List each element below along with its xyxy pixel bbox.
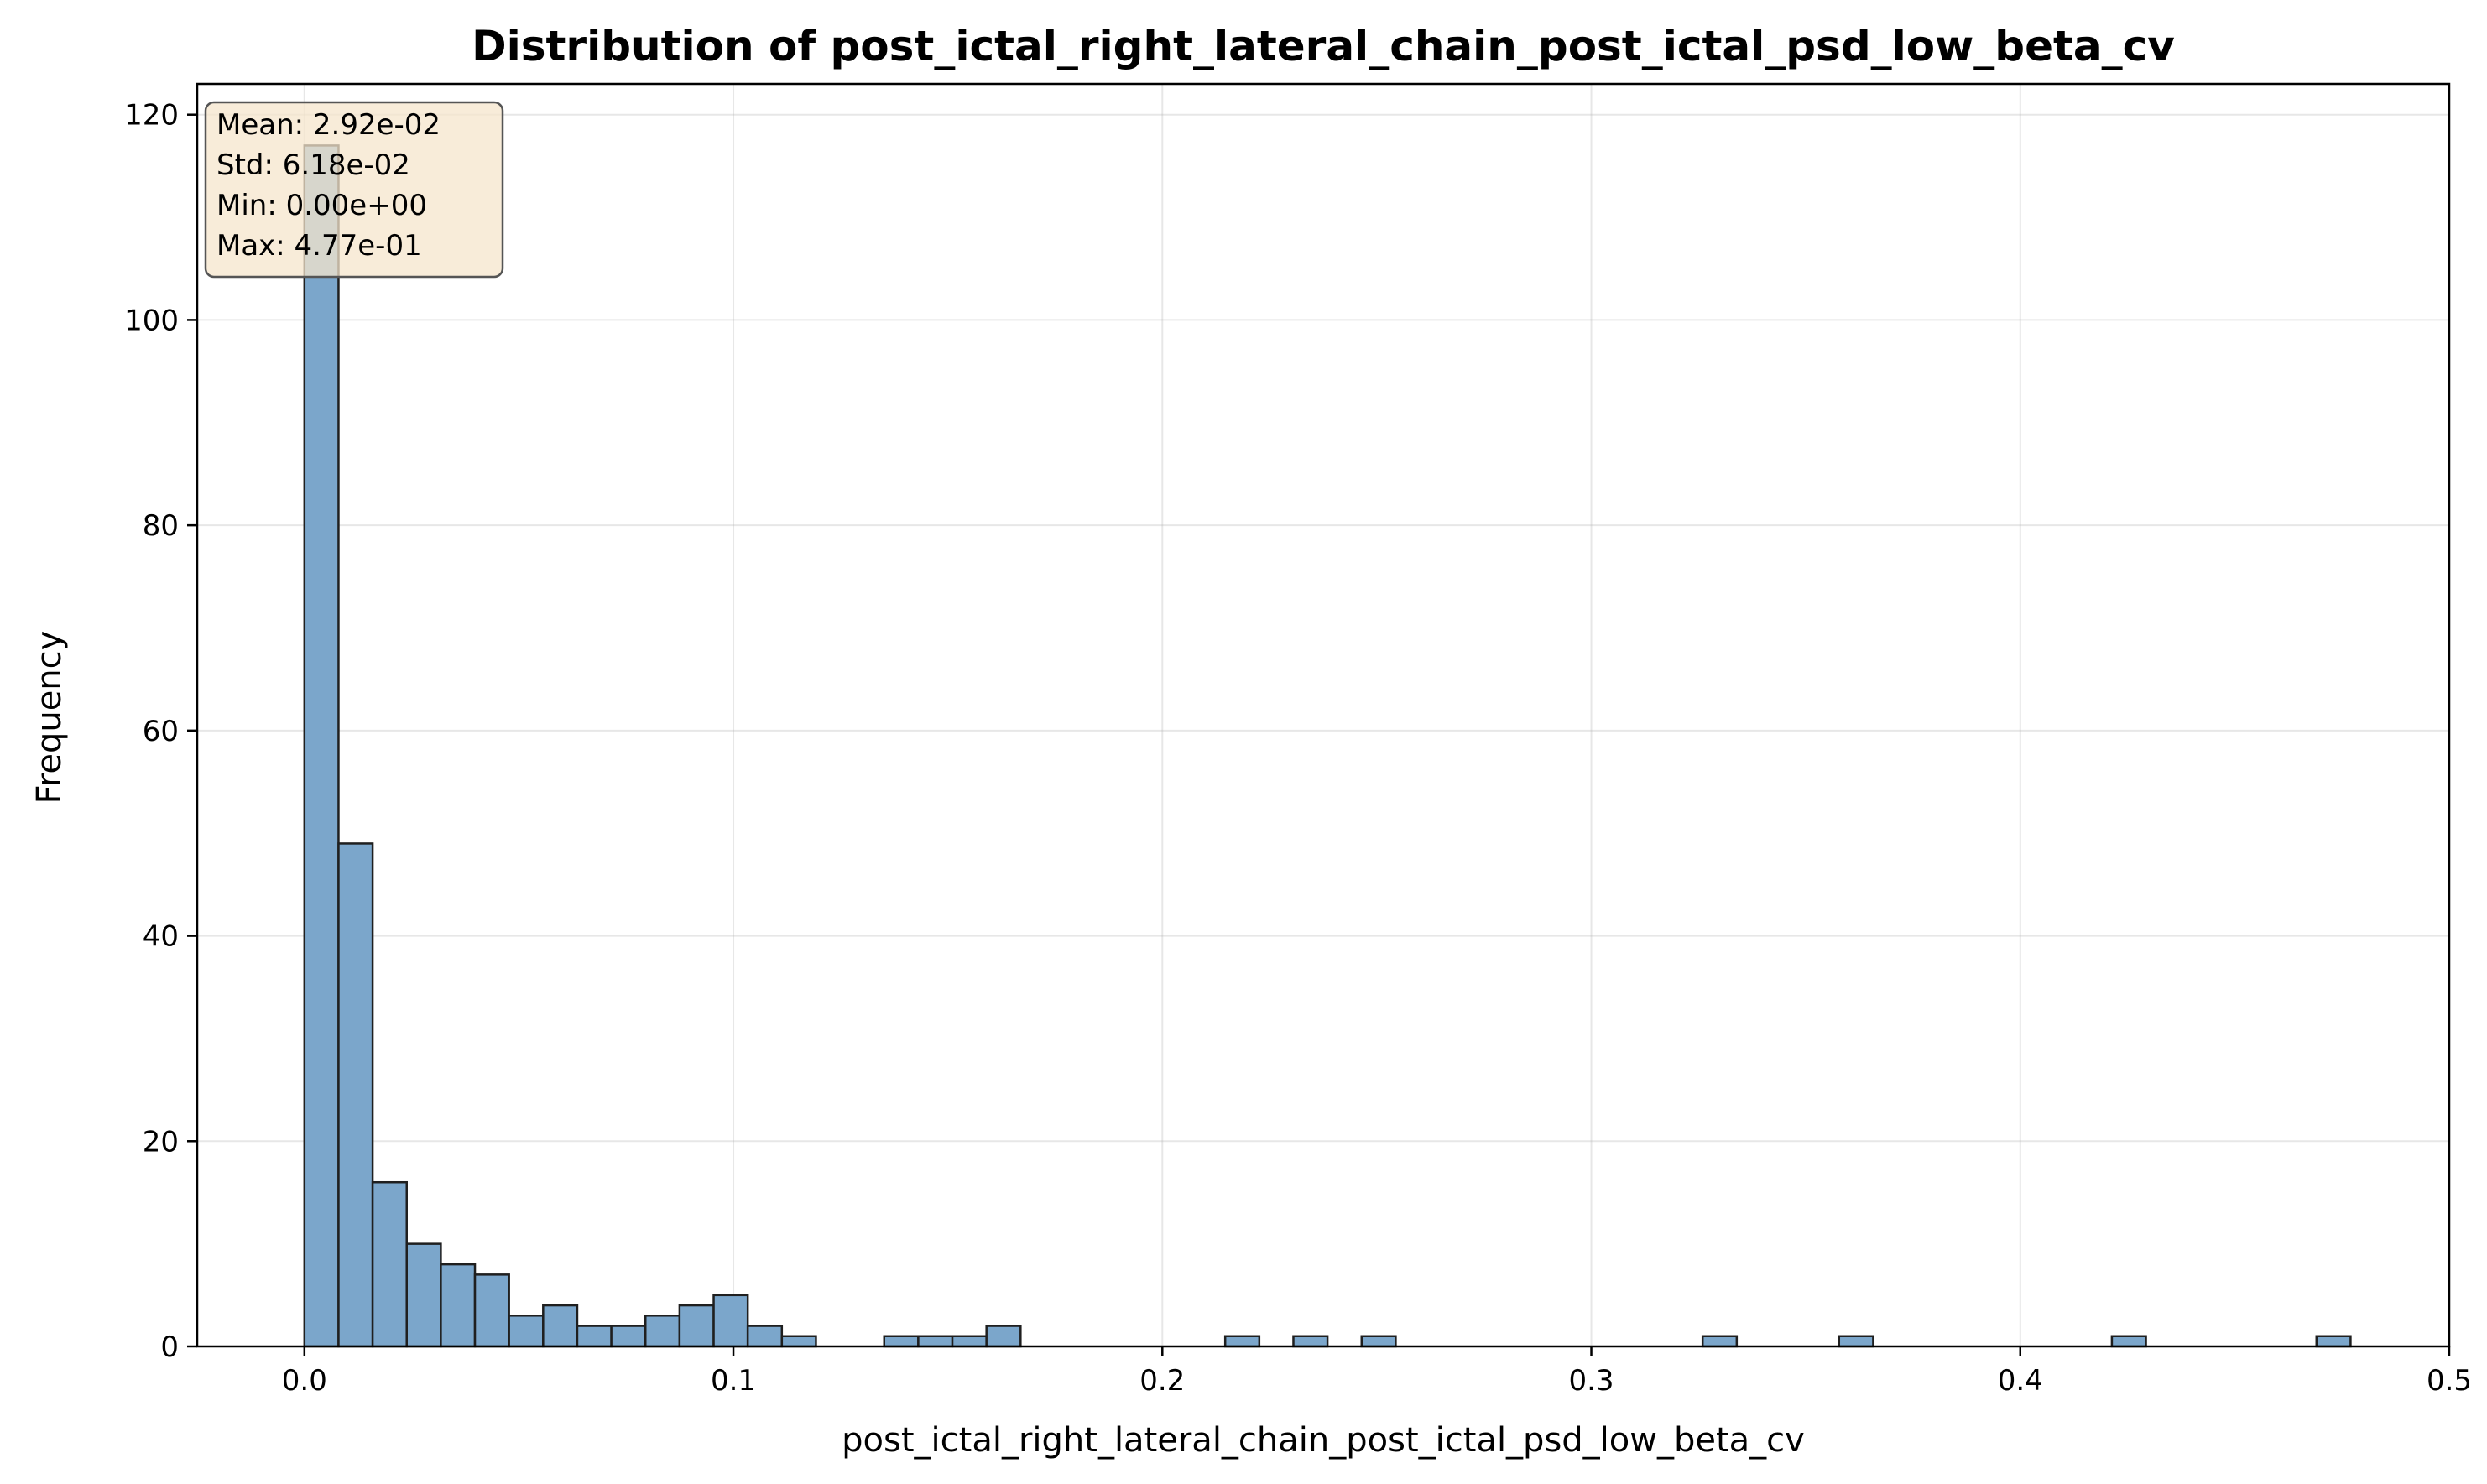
stats-mean: Mean: 2.92e-02 [216, 108, 441, 142]
x-tick-label: 0.4 [1998, 1364, 2043, 1398]
x-axis-ticks: 0.0 0.1 0.2 0.3 0.4 0.5 [282, 1346, 2472, 1398]
y-tick-label: 100 [124, 304, 179, 337]
histogram-bar [440, 1263, 477, 1348]
histogram-bar [1701, 1335, 1739, 1348]
y-tick-label: 0 [160, 1330, 179, 1364]
histogram-bar [951, 1335, 988, 1348]
histogram-bars [303, 144, 2352, 1348]
histogram-bar [678, 1304, 715, 1348]
y-tick-label: 80 [143, 509, 179, 543]
histogram-bar [371, 1180, 408, 1348]
histogram-bar [1292, 1335, 1329, 1348]
histogram-bar [1360, 1335, 1397, 1348]
histogram-bar [1223, 1335, 1261, 1348]
histogram-bar [746, 1325, 784, 1348]
histogram-bar [610, 1325, 647, 1348]
histogram-bar [644, 1315, 681, 1348]
histogram-bar [2315, 1335, 2352, 1348]
x-tick-label: 0.3 [1568, 1364, 1614, 1398]
y-axis-label: Frequency [30, 631, 69, 804]
histogram-bar [303, 144, 340, 1348]
stats-min: Min: 0.00e+00 [216, 189, 427, 222]
y-tick-label: 20 [143, 1125, 179, 1159]
histogram-bar [508, 1315, 545, 1348]
histogram-bar [917, 1335, 954, 1348]
plot-frame [196, 82, 2451, 1348]
x-tick-label: 0.1 [711, 1364, 756, 1398]
histogram-bar [712, 1294, 749, 1348]
x-tick-label: 0.2 [1139, 1364, 1185, 1398]
y-tick-label: 120 [124, 99, 179, 133]
chart-title: Distribution of post_ictal_right_lateral… [472, 22, 2175, 70]
histogram-bar [405, 1242, 442, 1348]
histogram-bar [883, 1335, 920, 1348]
histogram-bar [1838, 1335, 1874, 1348]
histogram-bar [985, 1325, 1022, 1348]
stats-std: Std: 6.18e-02 [216, 148, 410, 182]
y-tick-label: 60 [143, 715, 179, 748]
x-tick-label: 0.0 [282, 1364, 327, 1398]
x-tick-label: 0.5 [2427, 1364, 2472, 1398]
y-axis-ticks: 0 20 40 60 80 100 120 [124, 99, 197, 1364]
histogram-bar [780, 1335, 817, 1348]
histogram-bar [576, 1325, 613, 1348]
histogram-bar [337, 842, 374, 1348]
stats-box: Mean: 2.92e-02 Std: 6.18e-02 Min: 0.00e+… [204, 101, 504, 279]
stats-box-background [204, 101, 504, 279]
histogram-bar [473, 1273, 510, 1348]
histogram-bar [2110, 1335, 2147, 1348]
y-tick-label: 40 [143, 920, 179, 954]
x-axis-label: post_ictal_right_lateral_chain_post_icta… [842, 1421, 1805, 1460]
stats-max: Max: 4.77e-01 [216, 229, 422, 263]
histogram-bar [542, 1304, 579, 1348]
